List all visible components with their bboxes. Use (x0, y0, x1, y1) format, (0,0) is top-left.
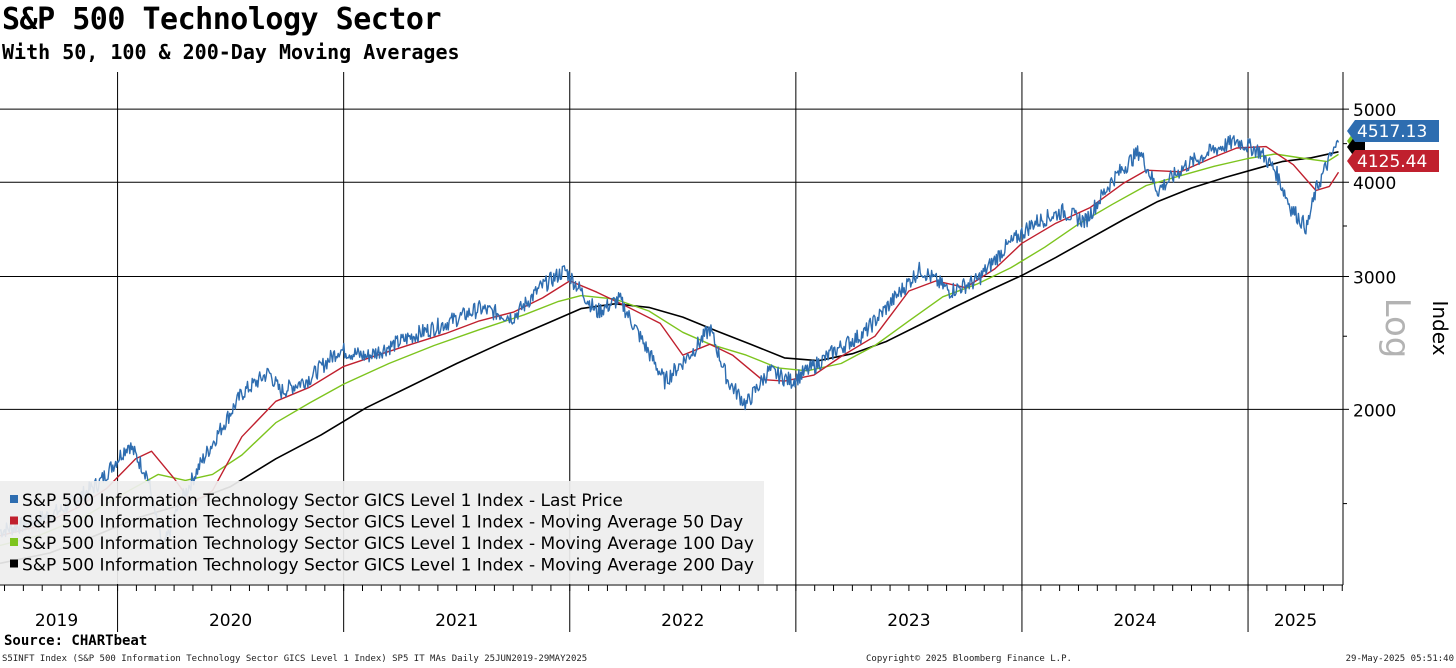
last-value-tag-last_price (1347, 120, 1439, 142)
xtick-label-2022: 2022 (661, 611, 704, 631)
last-value-label-last_price: 4517.13 (1357, 122, 1427, 142)
legend-swatch-ma200 (10, 559, 18, 568)
last-value-label-ma50: 4125.44 (1357, 152, 1427, 172)
xtick-label-2025: 2025 (1274, 611, 1317, 631)
ticker-line: S5INFT Index (S&P 500 Information Techno… (2, 654, 588, 664)
legend-label-ma200: S&P 500 Information Technology Sector GI… (22, 556, 754, 576)
legend-label-ma50: S&P 500 Information Technology Sector GI… (22, 513, 743, 533)
ytick-label-3000: 3000 (1353, 268, 1396, 288)
timestamp: 29-May-2025 05:51:40 (1345, 654, 1454, 664)
legend-swatch-ma100 (10, 538, 18, 546)
last-value-tag-ma50 (1347, 150, 1439, 172)
ytick-label-4000: 4000 (1353, 174, 1396, 194)
scale-label: Log (1377, 298, 1417, 359)
legend-swatch-ma50 (10, 516, 18, 525)
chart-title: S&P 500 Technology Sector (2, 2, 442, 37)
chart-subtitle: With 50, 100 & 200-Day Moving Averages (2, 40, 460, 64)
xtick-label-2024: 2024 (1113, 611, 1156, 631)
xtick-label-2021: 2021 (435, 611, 478, 631)
xtick-label-2020: 2020 (209, 611, 252, 631)
ytick-label-5000: 5000 (1353, 101, 1396, 121)
legend-box (0, 481, 764, 584)
legend-label-ma100: S&P 500 Information Technology Sector GI… (22, 534, 754, 554)
legend-swatch-last_price (10, 495, 18, 503)
copyright: Copyright© 2025 Bloomberg Finance L.P. (866, 654, 1072, 664)
ytick-label-2000: 2000 (1353, 401, 1396, 421)
xtick-label-2019: 2019 (35, 611, 78, 631)
series-line-last_price (0, 134, 1340, 548)
series-line-ma200 (0, 151, 1339, 565)
xtick-label-2023: 2023 (887, 611, 930, 631)
y-axis-title: Index (1428, 300, 1452, 355)
source-label: Source: CHARTbeat (4, 633, 148, 649)
legend-label-last_price: S&P 500 Information Technology Sector GI… (22, 491, 623, 511)
